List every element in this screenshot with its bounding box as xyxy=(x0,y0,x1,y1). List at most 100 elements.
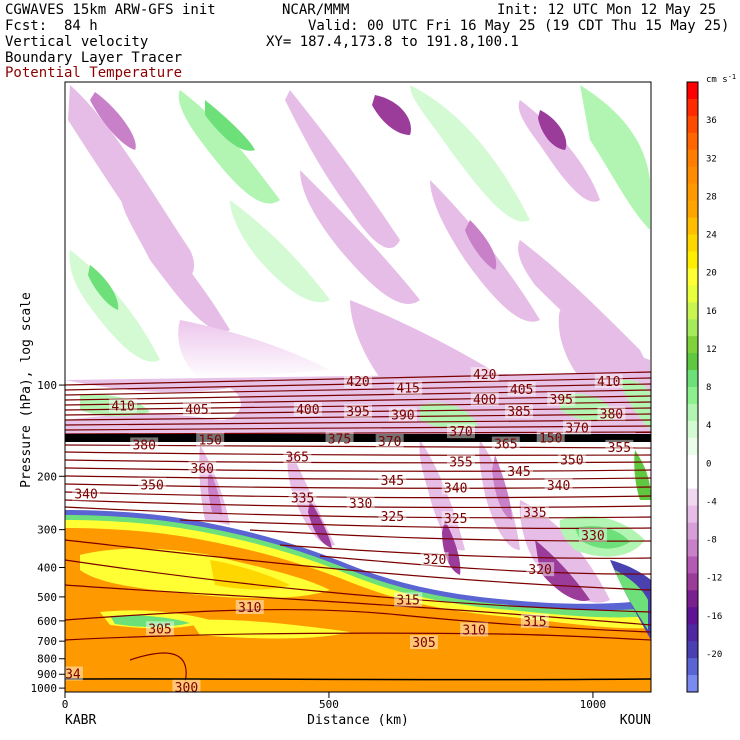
theta-label-bg xyxy=(594,374,623,389)
colorbar-label: 28 xyxy=(706,192,717,202)
colorbar-label: -8 xyxy=(706,536,717,546)
colorbar-labels: 36 32 28 24 20 16 12 8 4 0 -4 -8 -12 -16 -20 xyxy=(706,116,722,660)
theta-label: 150 xyxy=(198,433,221,448)
forecast-label: Fcst: xyxy=(5,18,48,34)
model-title: CGWAVES 15km ARW-GFS init xyxy=(5,2,216,18)
colorbar-swatch xyxy=(687,82,698,100)
colorbar-swatch xyxy=(687,454,698,473)
y-tick-label: 100 xyxy=(37,379,57,392)
theta-label: 390 xyxy=(391,408,414,423)
colorbar-swatch xyxy=(687,607,698,625)
theta-label-bg xyxy=(109,398,138,413)
colorbar-label: 16 xyxy=(706,307,717,317)
theta-label-bg xyxy=(441,480,470,495)
theta-label: 375 xyxy=(328,432,351,447)
theta-label: 420 xyxy=(473,368,496,383)
theta-label: 410 xyxy=(111,400,134,415)
theta-label: 315 xyxy=(396,593,419,608)
theta-label-bg xyxy=(388,407,417,422)
colorbar-swatch xyxy=(687,166,698,185)
theta-label-bg xyxy=(470,367,499,382)
theta-label-bg xyxy=(72,486,101,501)
colorbar-swatch xyxy=(687,437,698,456)
theta-label: 380 xyxy=(132,438,155,453)
theta-label-bg xyxy=(378,508,407,523)
field-boundary-layer-tracer: Boundary Layer Tracer xyxy=(5,50,183,66)
theta-label: 400 xyxy=(473,393,496,408)
theta-label-bg xyxy=(344,404,372,419)
colorbar-label: 32 xyxy=(706,154,717,164)
theta-label-bg xyxy=(441,511,470,526)
theta-label: 320 xyxy=(423,553,446,568)
colorbar-label: -12 xyxy=(706,574,722,584)
theta-label-bg xyxy=(288,490,317,505)
theta-label: 320 xyxy=(528,563,551,578)
theta-label-bg xyxy=(563,420,592,435)
valid-time: Valid: 00 UTC Fri 16 May 25 (19 CDT Thu … xyxy=(308,18,730,34)
theta-label: 370 xyxy=(378,435,401,450)
y-tick-label: 500 xyxy=(37,591,57,604)
theta-label: 305 xyxy=(412,636,435,651)
y-tick-label: 200 xyxy=(37,470,57,483)
theta-label-bg xyxy=(65,666,83,681)
colorbar xyxy=(686,81,699,693)
theta-label: 350 xyxy=(560,453,583,468)
colorbar-swatch xyxy=(687,285,698,303)
theta-label: 315 xyxy=(523,615,546,630)
theta-label: 365 xyxy=(494,438,517,453)
plot-frame xyxy=(64,81,652,693)
theta-label: 400 xyxy=(296,403,319,418)
theta-label: 355 xyxy=(608,441,631,456)
colorbar-swatch xyxy=(687,370,698,388)
y-tick-label: 600 xyxy=(37,615,57,628)
right-endpoint-label: KOUN xyxy=(620,713,651,728)
colorbar-swatch xyxy=(687,336,698,354)
theta-label: 335 xyxy=(291,492,314,507)
colorbar-label: 8 xyxy=(706,383,711,393)
terrain xyxy=(65,678,651,692)
theta-label: 330 xyxy=(349,497,372,512)
colorbar-label: 36 xyxy=(706,116,717,126)
theta-label: 150 xyxy=(539,432,562,447)
upper-wave-field xyxy=(68,85,650,380)
colorbar-frame xyxy=(686,81,699,693)
theta-label-bg xyxy=(597,406,626,421)
colorbar-swatch xyxy=(687,319,698,337)
org-label: NCAR/MMM xyxy=(282,2,350,18)
theta-label-bg xyxy=(507,381,536,396)
colorbar-swatch xyxy=(687,471,698,490)
y-tick-label: 800 xyxy=(37,653,57,666)
theta-label-bg xyxy=(420,552,449,567)
theta-label-bg xyxy=(394,380,423,395)
colorbar-swatch xyxy=(687,658,698,676)
theta-label: 370 xyxy=(449,425,472,440)
tropopause-line xyxy=(65,434,651,442)
theta-label: 330 xyxy=(581,529,604,544)
theta-label-bg xyxy=(196,432,225,447)
colorbar-swatch xyxy=(687,641,698,659)
colorbar-swatch xyxy=(687,217,698,235)
theta-label: 34 xyxy=(65,668,81,683)
left-endpoint-label: KABR xyxy=(65,713,96,728)
theta-label-bg xyxy=(283,449,312,464)
y-tick-label: 700 xyxy=(37,635,57,648)
theta-label-bg xyxy=(526,562,555,577)
colorbar-swatch xyxy=(687,98,698,117)
theta-label: 325 xyxy=(444,512,467,527)
colorbar-label: 4 xyxy=(706,421,711,431)
y-tick-label: 400 xyxy=(37,562,57,575)
theta-label: 340 xyxy=(74,488,97,503)
colorbar-swatch xyxy=(687,268,698,286)
theta-label: 310 xyxy=(238,601,261,616)
theta-label: 360 xyxy=(191,462,214,477)
theta-label: 370 xyxy=(565,421,588,436)
theta-label-bg xyxy=(605,439,634,454)
theta-label-bg xyxy=(520,504,549,519)
x-tick-label: 500 xyxy=(319,698,339,711)
theta-label: 395 xyxy=(550,393,573,408)
theta-labels: 300 305 305 310 310 315 315 320 320 325 325 330 330 3… xyxy=(65,367,634,692)
theta-label: 380 xyxy=(600,407,623,422)
colorbar-swatch xyxy=(687,488,698,507)
theta-label: 355 xyxy=(449,456,472,471)
